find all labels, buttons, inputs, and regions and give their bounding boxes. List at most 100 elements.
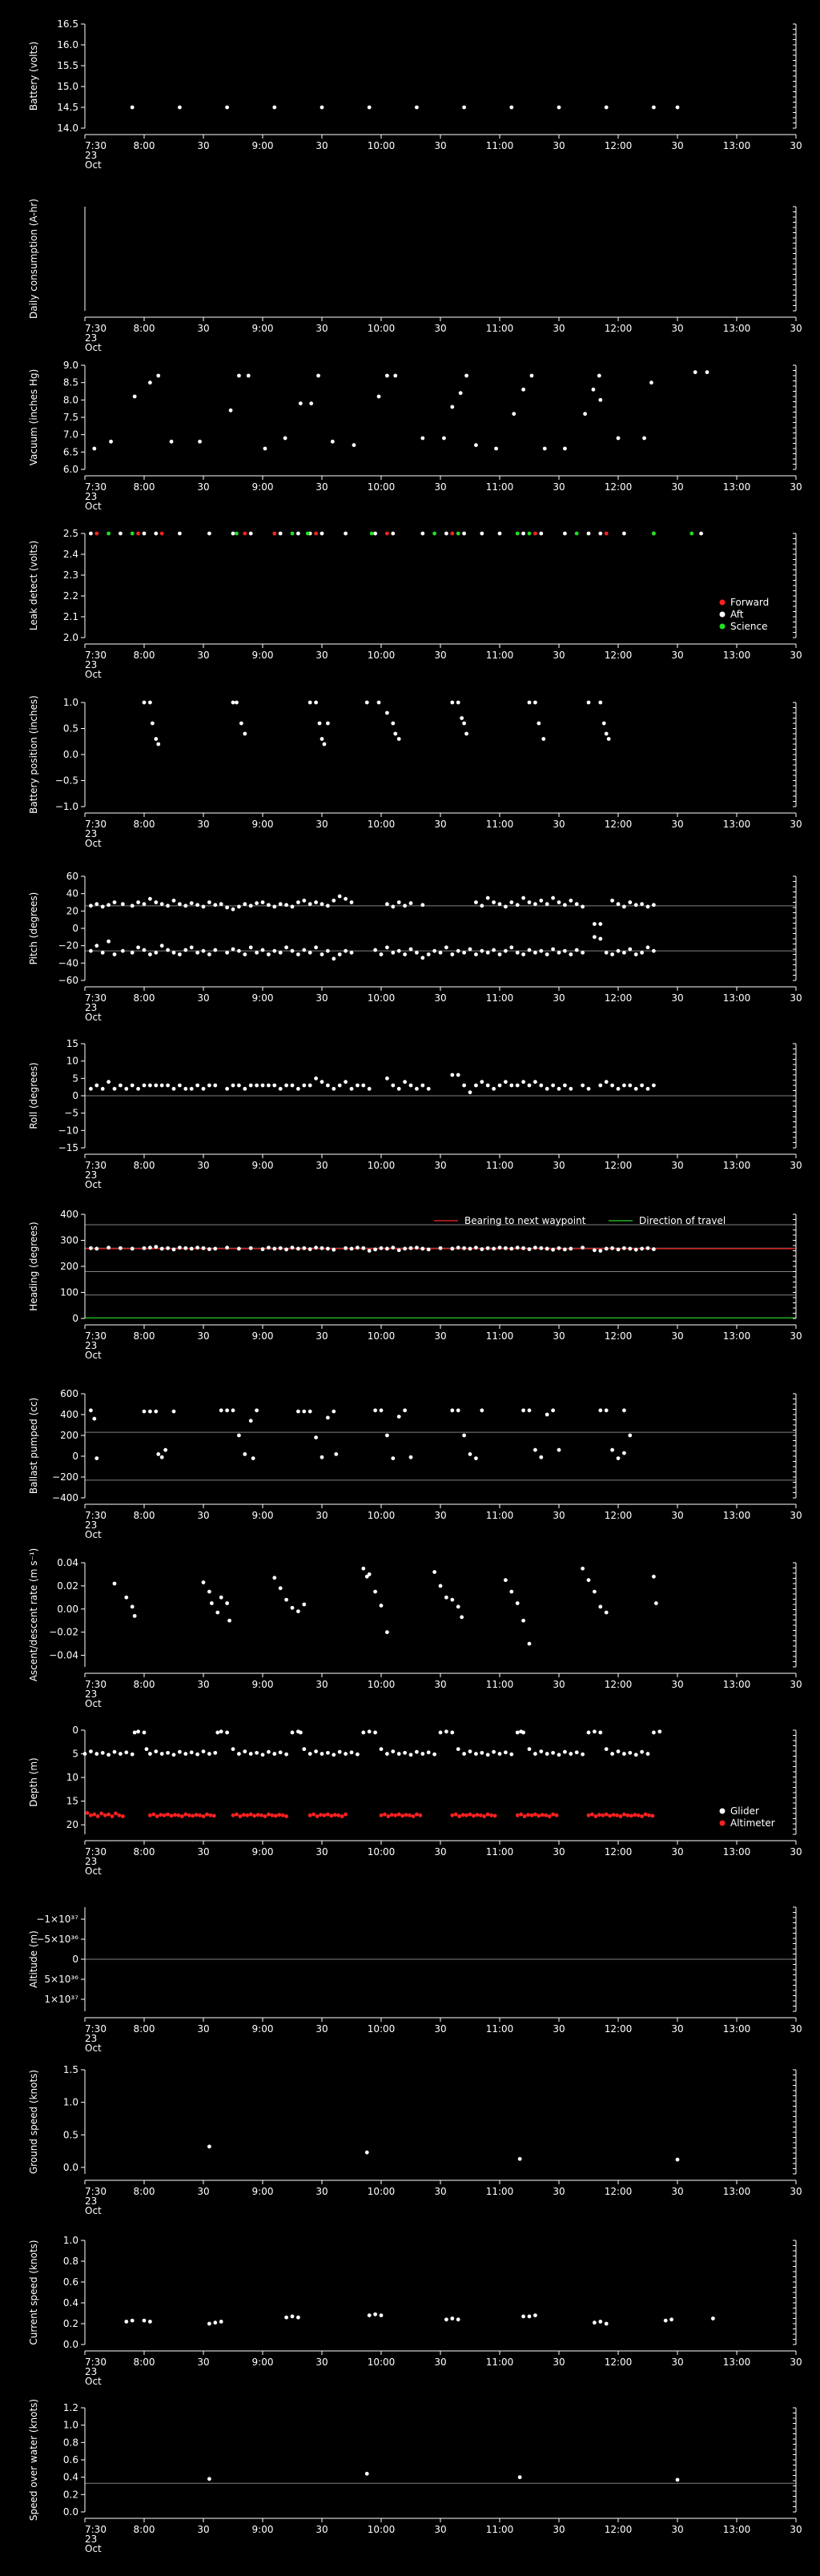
x-tick-label: 12:00 xyxy=(605,1846,633,1858)
data-point xyxy=(330,439,335,444)
data-point xyxy=(154,737,159,741)
data-point xyxy=(385,1246,389,1251)
data-point xyxy=(237,1246,241,1251)
data-point xyxy=(628,1246,633,1251)
data-point xyxy=(296,952,300,956)
data-point xyxy=(521,387,525,392)
data-point xyxy=(219,1729,223,1734)
x-tick-label: 30 xyxy=(316,1510,328,1521)
x-tick-label: 9:00 xyxy=(252,323,274,334)
x-date-month: Oct xyxy=(85,1179,102,1190)
y-tick-label: 2.4 xyxy=(63,549,78,560)
data-point xyxy=(195,1246,200,1250)
data-point xyxy=(456,1747,460,1752)
y-tick-label: 10 xyxy=(66,1772,78,1783)
data-point xyxy=(497,952,502,956)
data-point xyxy=(92,1812,97,1817)
data-point xyxy=(136,1086,141,1091)
data-point xyxy=(332,1409,336,1414)
data-point xyxy=(557,1086,561,1091)
data-point xyxy=(485,896,490,900)
data-point xyxy=(420,1246,425,1251)
data-point xyxy=(480,904,484,908)
x-tick-label: 8:00 xyxy=(134,323,155,334)
data-point xyxy=(142,902,147,907)
data-point xyxy=(608,1813,613,1818)
data-point xyxy=(450,1408,455,1413)
x-date-month: Oct xyxy=(85,2543,102,2554)
x-tick-label: 30 xyxy=(671,1160,683,1171)
panel-6: −15 −10 −5 0 5 10 15 Roll (degrees) 7:30 8:00 30 9:… xyxy=(28,1038,802,1190)
data-point xyxy=(344,1080,348,1085)
data-point xyxy=(373,531,377,536)
data-point xyxy=(622,1451,626,1455)
data-point xyxy=(533,2313,537,2318)
data-point xyxy=(563,1247,567,1252)
data-point xyxy=(176,1813,181,1817)
data-point xyxy=(379,1246,384,1250)
data-point xyxy=(551,896,555,900)
y-tick-label: −40 xyxy=(58,957,78,968)
x-tick-label: 11:00 xyxy=(486,992,514,1004)
data-point xyxy=(296,1246,300,1251)
data-point xyxy=(278,902,283,907)
data-point xyxy=(569,898,573,903)
data-point xyxy=(296,1609,300,1614)
data-point xyxy=(521,531,525,536)
x-tick-label: 30 xyxy=(434,1846,446,1858)
data-point xyxy=(625,1813,630,1817)
data-point xyxy=(159,1752,164,1756)
data-point xyxy=(485,1083,490,1088)
data-point xyxy=(89,1086,93,1091)
data-point xyxy=(453,1812,458,1817)
data-point xyxy=(154,950,159,955)
data-point xyxy=(159,1083,164,1088)
data-point xyxy=(356,1246,360,1250)
x-tick-label: 10:00 xyxy=(368,1330,396,1342)
data-point xyxy=(283,436,287,441)
data-point xyxy=(162,1813,167,1817)
x-tick-label: 30 xyxy=(671,2023,683,2035)
y-tick-label: 15.0 xyxy=(57,81,78,92)
x-tick-label: 30 xyxy=(671,650,683,661)
x-date-day: 23 xyxy=(85,491,97,502)
y-tick-label: 0.6 xyxy=(63,2276,78,2288)
x-tick-label: 30 xyxy=(316,140,328,151)
data-point xyxy=(228,408,233,413)
data-point xyxy=(213,903,218,908)
data-point xyxy=(385,531,389,536)
x-tick-label: 30 xyxy=(790,323,802,334)
data-point xyxy=(201,1814,206,1818)
data-point xyxy=(92,446,97,451)
data-point xyxy=(379,1408,384,1413)
data-point xyxy=(231,531,235,536)
data-point xyxy=(539,531,544,536)
data-point xyxy=(444,1595,448,1600)
data-point xyxy=(142,531,147,536)
data-point xyxy=(198,439,202,444)
data-point xyxy=(545,1246,549,1251)
data-point xyxy=(450,1730,455,1735)
data-point xyxy=(195,903,200,908)
x-tick-label: 12:00 xyxy=(605,2023,633,2035)
data-point xyxy=(344,1246,348,1250)
x-tick-label: 10:00 xyxy=(368,650,396,661)
data-point xyxy=(207,2321,211,2326)
data-point xyxy=(314,945,318,950)
data-point xyxy=(361,1730,366,1735)
data-point xyxy=(238,1814,243,1818)
data-point xyxy=(334,1452,339,1456)
y-tick-label: 1×10³⁷ xyxy=(44,1994,78,2005)
y-tick-label: 2.0 xyxy=(63,632,78,643)
data-point xyxy=(322,1813,327,1817)
x-tick-label: 12:00 xyxy=(605,1330,633,1342)
data-point xyxy=(456,700,460,705)
x-date-day: 23 xyxy=(85,1340,97,1351)
y-tick-label: 14.0 xyxy=(57,123,78,134)
data-point xyxy=(349,1086,354,1091)
x-tick-label: 30 xyxy=(434,481,446,493)
data-point xyxy=(332,956,336,961)
data-point xyxy=(456,2317,460,2322)
x-tick-label: 10:00 xyxy=(368,2186,396,2197)
y-axis-label: Leak detect (volts) xyxy=(28,541,39,630)
